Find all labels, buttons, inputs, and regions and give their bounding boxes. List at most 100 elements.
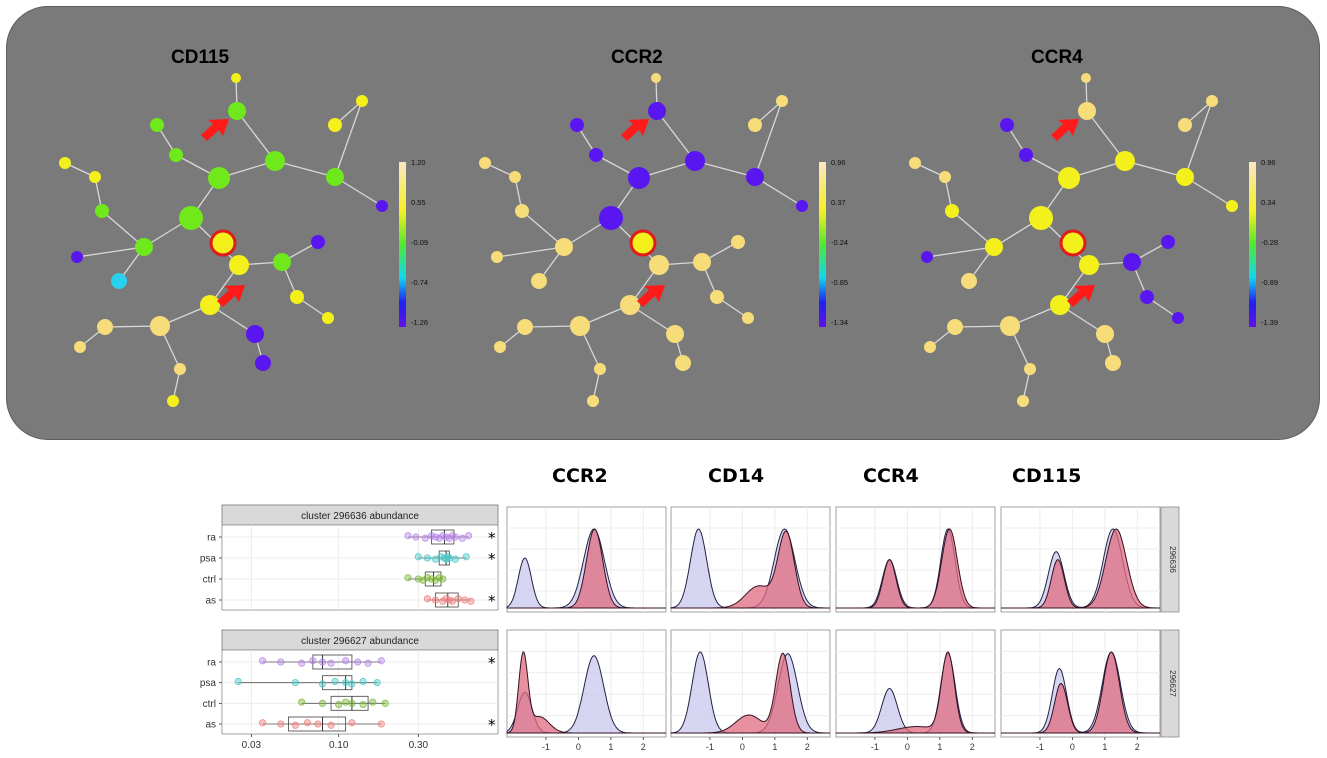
data-point — [298, 698, 306, 706]
hist-title-ccr4: CCR4 — [863, 465, 919, 487]
network-title-ccr4: CCR4 — [1031, 47, 1083, 68]
network-node — [255, 355, 271, 371]
category-label: as — [205, 720, 216, 731]
network-node — [1079, 255, 1099, 275]
data-point — [451, 555, 459, 563]
network-edge — [521, 210, 565, 248]
significance-star: * — [488, 529, 496, 547]
network-node — [1206, 95, 1218, 107]
data-point — [439, 575, 447, 583]
network-node — [685, 151, 705, 171]
pointer-arrow-icon — [217, 285, 245, 307]
network-node — [328, 118, 342, 132]
data-point — [461, 596, 469, 604]
data-point — [448, 597, 456, 605]
x-tick-label: -1 — [871, 742, 879, 752]
network-node — [1081, 73, 1091, 83]
network-node — [265, 151, 285, 171]
network-node — [1178, 118, 1192, 132]
highlighted-node — [1059, 229, 1087, 257]
category-label: as — [205, 596, 216, 607]
network-node — [1019, 148, 1033, 162]
density-curve-red — [1001, 528, 1160, 609]
data-point — [348, 680, 356, 688]
legend-tick-label: 0.96 — [831, 158, 846, 167]
color-legend-bar — [1249, 162, 1256, 327]
pointer-arrow-icon — [637, 285, 665, 307]
network-node — [620, 295, 640, 315]
network-node — [649, 255, 669, 275]
network-node — [150, 316, 170, 336]
network-edge — [1184, 176, 1233, 207]
network-canvas: 1.20 0.55 -0.09 -0.74 -1.26 0.96 0.37 -0.24 -0.8… — [59, 73, 1278, 407]
data-point — [342, 698, 350, 706]
network-edge — [754, 176, 803, 207]
network-edge — [1184, 100, 1213, 178]
density-curve-red — [836, 528, 995, 609]
significance-star: * — [488, 654, 496, 672]
network-node — [179, 206, 203, 230]
box — [330, 695, 369, 711]
network-node — [693, 253, 711, 271]
network-node — [1058, 167, 1080, 189]
box — [431, 529, 455, 545]
network-node — [1000, 118, 1014, 132]
network-node — [89, 171, 101, 183]
network-node — [517, 319, 533, 335]
x-tick-label: 1 — [772, 742, 777, 752]
network-node — [326, 168, 344, 186]
legend-tick-label: 0.37 — [831, 198, 846, 207]
pointer-arrow-icon — [621, 119, 649, 141]
data-point — [318, 680, 327, 688]
data-point — [291, 721, 299, 729]
network-node — [651, 73, 661, 83]
color-legend-bar — [399, 162, 406, 327]
network-panel: 1.20 0.55 -0.09 -0.74 -1.26 0.96 0.37 -0.24 -0.8… — [6, 6, 1320, 440]
data-point — [369, 698, 377, 706]
network-edge — [694, 160, 756, 178]
data-point — [435, 534, 443, 542]
network-node — [1078, 102, 1096, 120]
network-node — [1000, 316, 1020, 336]
network-node — [290, 290, 304, 304]
density-curve-red — [836, 651, 995, 734]
x-tick-label: 1 — [937, 742, 942, 752]
network-edge — [926, 246, 995, 258]
network-node — [746, 168, 764, 186]
x-tick-label: -1 — [706, 742, 714, 752]
data-point — [373, 679, 381, 687]
x-tick-label: 0.03 — [242, 740, 262, 751]
box — [287, 716, 347, 732]
x-tick-label: 0.10 — [329, 740, 349, 751]
x-tick-label: 1 — [1102, 742, 1107, 752]
network-node — [228, 102, 246, 120]
network-node — [909, 157, 921, 169]
x-tick-label: 0.30 — [409, 740, 429, 751]
data-point — [298, 659, 306, 667]
network-node — [594, 363, 606, 375]
network-edge — [1124, 160, 1186, 178]
network-node — [1176, 168, 1194, 186]
network-node — [509, 171, 521, 183]
data-point — [348, 719, 356, 727]
network-node — [1226, 200, 1238, 212]
density-curve-red — [507, 528, 666, 609]
category-label: psa — [200, 678, 217, 689]
network-edge — [274, 160, 336, 178]
network-ccr2: 0.96 0.37 -0.24 -0.85 -1.34 — [479, 73, 848, 407]
bottom-charts: cluster 296636 abundance ra * psa * ctrl as * cl… — [200, 504, 1180, 752]
data-point — [423, 574, 431, 582]
category-label: ctrl — [203, 699, 216, 710]
data-point — [359, 700, 367, 709]
significance-star: * — [488, 716, 496, 734]
data-point — [423, 595, 431, 603]
pointer-arrow-icon — [1067, 285, 1095, 307]
density-panel — [1000, 629, 1161, 738]
network-node — [947, 319, 963, 335]
data-point — [465, 532, 473, 540]
data-point — [291, 679, 299, 687]
data-point — [421, 534, 429, 542]
network-node — [710, 290, 724, 304]
network-node — [1017, 395, 1029, 407]
x-tick-label: 0 — [905, 742, 910, 752]
